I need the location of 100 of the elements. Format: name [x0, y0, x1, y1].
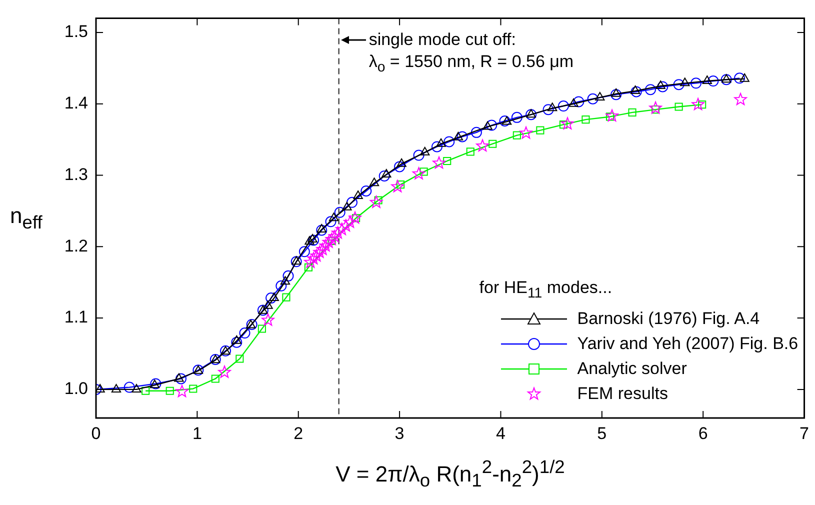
point — [548, 102, 558, 112]
point — [488, 140, 497, 148]
point — [308, 234, 320, 246]
point — [319, 239, 332, 252]
point — [453, 132, 464, 140]
legend-label: FEM results — [577, 383, 668, 406]
point — [582, 116, 590, 124]
y-tick-label: 1.1 — [64, 308, 88, 327]
point — [304, 256, 317, 268]
point — [720, 74, 732, 86]
point — [595, 92, 605, 100]
point — [561, 117, 574, 130]
point — [568, 98, 578, 107]
point — [328, 230, 342, 242]
point — [420, 146, 430, 156]
point — [734, 92, 747, 106]
point — [692, 98, 704, 110]
point — [316, 224, 328, 236]
point — [740, 73, 750, 82]
point — [610, 89, 622, 100]
point — [290, 256, 302, 268]
point — [111, 384, 122, 392]
point — [486, 120, 498, 131]
point — [587, 93, 598, 104]
point — [325, 216, 336, 228]
point — [526, 109, 537, 120]
point — [189, 384, 198, 393]
point — [674, 102, 683, 111]
x-tick-label: 7 — [800, 424, 810, 443]
point — [649, 101, 662, 114]
point — [432, 156, 446, 169]
point — [611, 88, 621, 97]
point — [344, 216, 356, 228]
point — [276, 280, 287, 292]
point — [657, 81, 668, 92]
point — [328, 212, 339, 222]
point — [558, 100, 569, 112]
point — [420, 168, 428, 176]
point — [353, 190, 363, 199]
point — [124, 382, 135, 393]
point — [348, 211, 362, 224]
point — [335, 222, 348, 236]
annotation: single mode cut off: — [368, 30, 516, 50]
annotation: λ$_{o}$ = 1550 nm, R = 0.56 μm — [368, 52, 574, 76]
point — [396, 158, 406, 167]
point — [708, 76, 719, 87]
point — [370, 196, 383, 208]
point — [394, 161, 406, 172]
point — [680, 78, 690, 86]
point — [325, 232, 338, 246]
point — [369, 178, 380, 186]
point — [236, 354, 244, 363]
point — [132, 384, 142, 392]
point — [630, 86, 640, 94]
point — [526, 109, 536, 118]
point — [262, 313, 274, 326]
point — [342, 202, 352, 210]
point — [176, 384, 188, 398]
legend-title: for HE$_{11}$ modes... — [479, 277, 614, 304]
point — [166, 386, 174, 395]
point — [673, 79, 684, 90]
point — [310, 249, 323, 262]
point — [656, 80, 666, 90]
point — [470, 126, 482, 138]
point — [378, 170, 390, 182]
point — [702, 76, 712, 84]
point — [606, 109, 618, 122]
y-tick-label: 1.2 — [64, 236, 88, 256]
y-tick-label: 1.0 — [64, 379, 88, 398]
point — [263, 300, 273, 309]
point — [211, 374, 220, 383]
point — [431, 141, 442, 152]
text: V = 2π/λ$_{o}$ R(n$_{1}$$^{2}$-n$_{2}$$^{2}$)$^{1/2}$ — [336, 456, 565, 491]
point — [722, 74, 732, 83]
point — [542, 104, 554, 116]
point — [436, 138, 446, 147]
point — [316, 242, 330, 256]
y-tick-label: 1.5 — [64, 22, 88, 42]
x-tick-label: 2 — [294, 424, 304, 443]
point — [391, 180, 404, 192]
point — [690, 78, 702, 89]
y-tick-label: 1.4 — [64, 94, 88, 113]
point — [511, 112, 522, 123]
x-tick-label: 0 — [91, 424, 101, 443]
point — [280, 276, 290, 285]
x-tick-label: 6 — [698, 424, 708, 443]
point — [512, 131, 521, 140]
point — [346, 196, 358, 208]
point — [307, 252, 320, 264]
point — [292, 256, 302, 265]
point — [266, 292, 277, 304]
point — [340, 219, 352, 232]
point — [142, 386, 150, 395]
point — [304, 263, 313, 272]
point — [443, 156, 452, 166]
point — [573, 96, 584, 108]
point — [322, 236, 336, 248]
y-tick-label: 1.3 — [64, 164, 88, 184]
point — [282, 293, 290, 302]
point — [282, 270, 294, 282]
